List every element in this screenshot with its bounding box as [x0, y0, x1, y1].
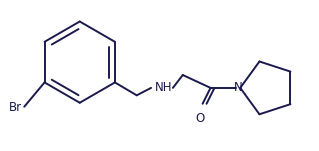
Text: N: N	[234, 81, 243, 94]
Text: NH: NH	[155, 81, 173, 94]
Text: Br: Br	[9, 101, 22, 114]
Text: O: O	[195, 112, 204, 125]
